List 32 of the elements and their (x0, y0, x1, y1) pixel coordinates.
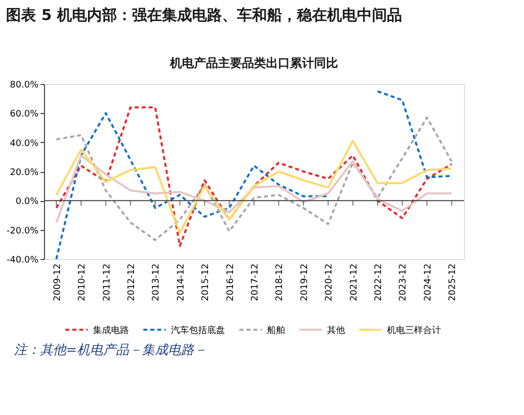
x-tick-label: 2010-12 (78, 264, 88, 302)
x-tick-label: 2013-12 (152, 264, 162, 302)
y-tick-label: 40.0% (10, 138, 39, 149)
y-tick-label: 80.0% (10, 80, 39, 90)
x-tick-label: 2015-12 (201, 264, 212, 302)
x-tick-label: 2024-12 (423, 264, 434, 302)
x-tick-label: 2018-12 (275, 264, 286, 302)
x-tick-label: 2021-12 (349, 264, 360, 302)
legend-label: 机电三样合计 (387, 324, 441, 336)
x-tick-label: 2012-12 (126, 264, 137, 302)
x-tick-label: 2025-12 (448, 264, 458, 302)
chart-subtitle: 机电产品主要品类出口累计同比 (169, 56, 338, 70)
legend-label: 船舶 (267, 324, 285, 336)
x-tick-label: 2019-12 (300, 264, 310, 302)
y-tick-label: -20.0% (6, 226, 39, 236)
legend-label: 汽车包括底盘 (171, 324, 225, 336)
legend-label: 其他 (327, 324, 345, 336)
chart-title: 图表 5 机电内部：强在集成电路、车和船，稳在机电中间品 (6, 6, 402, 24)
text: 注：其他=机电产品－集成电路－ (14, 343, 207, 358)
x-tick-label: 2017-12 (250, 264, 260, 302)
x-tick-label: 2014-12 (176, 264, 186, 302)
y-tick-label: 60.0% (10, 110, 39, 120)
x-tick-label: 2009-12 (52, 264, 63, 302)
x-tick-label: 2011-12 (102, 264, 112, 302)
x-tick-label: 2016-12 (226, 264, 236, 302)
x-tick-label: 2020-12 (324, 264, 335, 302)
y-tick-label: 20.0% (10, 168, 39, 178)
x-tick-label: 2022-12 (374, 264, 384, 302)
x-tick-label: 2023-12 (398, 264, 409, 302)
legend-label: 集成电路 (93, 324, 129, 336)
y-tick-label: 0.0% (16, 197, 39, 208)
y-tick-label: -40.0% (6, 256, 39, 266)
